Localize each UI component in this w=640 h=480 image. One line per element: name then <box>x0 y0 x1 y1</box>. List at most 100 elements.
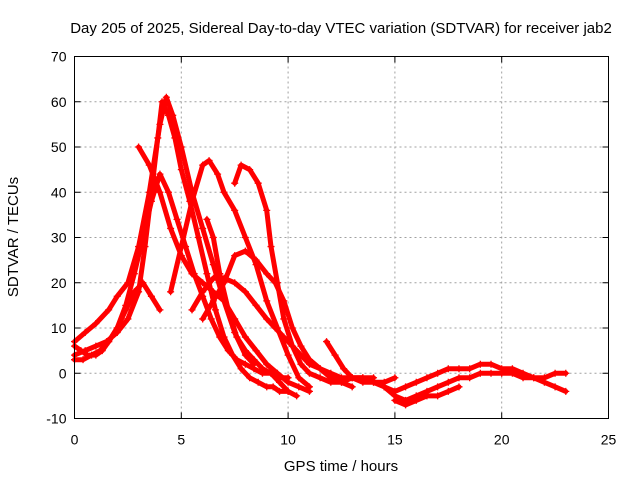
data-point-marker <box>105 306 113 314</box>
data-point-marker <box>519 374 527 382</box>
data-point-marker <box>331 351 339 359</box>
data-point-marker <box>250 365 258 373</box>
data-point-marker <box>276 374 284 382</box>
data-point-marker <box>280 297 288 305</box>
y-tick-label: 50 <box>51 139 67 155</box>
data-point-marker <box>139 279 147 287</box>
data-point-marker <box>203 270 211 278</box>
data-point-marker <box>199 292 207 300</box>
data-point-marker <box>540 374 548 382</box>
data-point-marker <box>177 143 185 151</box>
data-point-marker <box>169 111 177 119</box>
data-point-marker <box>207 315 215 323</box>
data-point-marker <box>434 369 442 377</box>
data-point-marker <box>551 369 559 377</box>
data-point-marker <box>423 392 431 400</box>
y-axis-label: SDTVAR / TECUs <box>5 177 22 297</box>
data-point-marker <box>444 365 452 373</box>
data-point-marker <box>156 306 164 314</box>
data-point-marker <box>263 315 271 323</box>
data-point-marker <box>252 256 260 264</box>
data-point-marker <box>476 360 484 368</box>
data-point-marker <box>348 374 356 382</box>
data-point-marker <box>214 170 222 178</box>
data-point-marker <box>391 396 399 404</box>
data-point-marker <box>177 166 185 174</box>
data-point-marker <box>122 301 130 309</box>
data-point-marker <box>316 374 324 382</box>
data-point-marker <box>188 306 196 314</box>
series-track-11 <box>391 383 463 409</box>
data-point-marker <box>105 338 113 346</box>
data-point-marker <box>254 378 262 386</box>
data-point-marker <box>231 179 239 187</box>
data-point-marker <box>241 360 249 368</box>
data-point-marker <box>92 319 100 327</box>
data-point-marker <box>199 279 207 287</box>
data-point-marker <box>113 292 121 300</box>
data-point-marker <box>267 243 275 251</box>
data-point-marker <box>205 157 213 165</box>
data-point-marker <box>498 369 506 377</box>
data-point-marker <box>199 161 207 169</box>
y-tick-label: -10 <box>46 411 66 427</box>
series-track <box>204 216 300 399</box>
data-point-marker <box>327 369 335 377</box>
x-tick-label: 10 <box>280 432 296 448</box>
data-point-marker <box>77 347 85 355</box>
data-point-marker <box>466 365 474 373</box>
data-point-marker <box>124 315 132 323</box>
data-point-marker <box>466 374 474 382</box>
data-point-marker <box>173 215 181 223</box>
data-point-marker <box>316 365 324 373</box>
data-point-marker <box>199 224 207 232</box>
x-tick-label: 20 <box>494 432 510 448</box>
data-point-marker <box>284 387 292 395</box>
data-point-marker <box>530 374 538 382</box>
data-point-marker <box>209 234 217 241</box>
data-point-marker <box>209 297 217 305</box>
data-point-marker <box>231 279 239 287</box>
data-point-marker <box>284 374 292 382</box>
y-tick-label: 0 <box>59 365 67 381</box>
data-point-marker <box>79 356 87 364</box>
data-point-marker <box>280 315 288 323</box>
data-point-marker <box>297 360 305 368</box>
data-point-marker <box>139 234 147 241</box>
data-point-marker <box>271 279 279 287</box>
x-tick-label: 0 <box>71 432 79 448</box>
data-point-marker <box>455 374 463 382</box>
data-point-marker <box>297 342 305 350</box>
data-point-marker <box>199 315 207 323</box>
y-tick-label: 20 <box>51 275 67 291</box>
axis-ticks: 0 5 10 15 20 25 -10 0 10 20 30 40 50 60 70 <box>46 49 616 448</box>
data-point-marker <box>305 360 313 368</box>
data-point-marker <box>288 342 296 350</box>
data-point-marker <box>241 288 249 296</box>
data-point-marker <box>209 274 217 282</box>
y-tick-label: 10 <box>51 320 67 336</box>
data-point-marker <box>147 292 155 300</box>
series-track <box>324 339 569 394</box>
data-point-marker <box>295 374 303 382</box>
data-point-marker <box>164 188 172 196</box>
data-point-marker <box>271 324 279 332</box>
data-point-marker <box>562 387 570 395</box>
data-point-marker <box>444 378 452 386</box>
data-point-marker <box>295 383 303 391</box>
data-point-marker <box>297 351 305 359</box>
data-point-marker <box>167 288 175 296</box>
data-point-marker <box>267 369 275 377</box>
data-point-marker <box>340 365 348 373</box>
data-point-marker <box>263 297 271 305</box>
data-point-marker <box>220 188 228 196</box>
data-point-marker <box>241 247 249 255</box>
x-tick-label: 25 <box>601 432 617 448</box>
data-point-marker <box>487 369 495 377</box>
series-track-9 <box>323 338 570 395</box>
data-point-marker <box>81 329 89 337</box>
data-point-marker <box>252 347 260 355</box>
data-point-marker <box>246 374 254 382</box>
data-point-marker <box>338 374 345 382</box>
data-point-marker <box>211 306 219 314</box>
